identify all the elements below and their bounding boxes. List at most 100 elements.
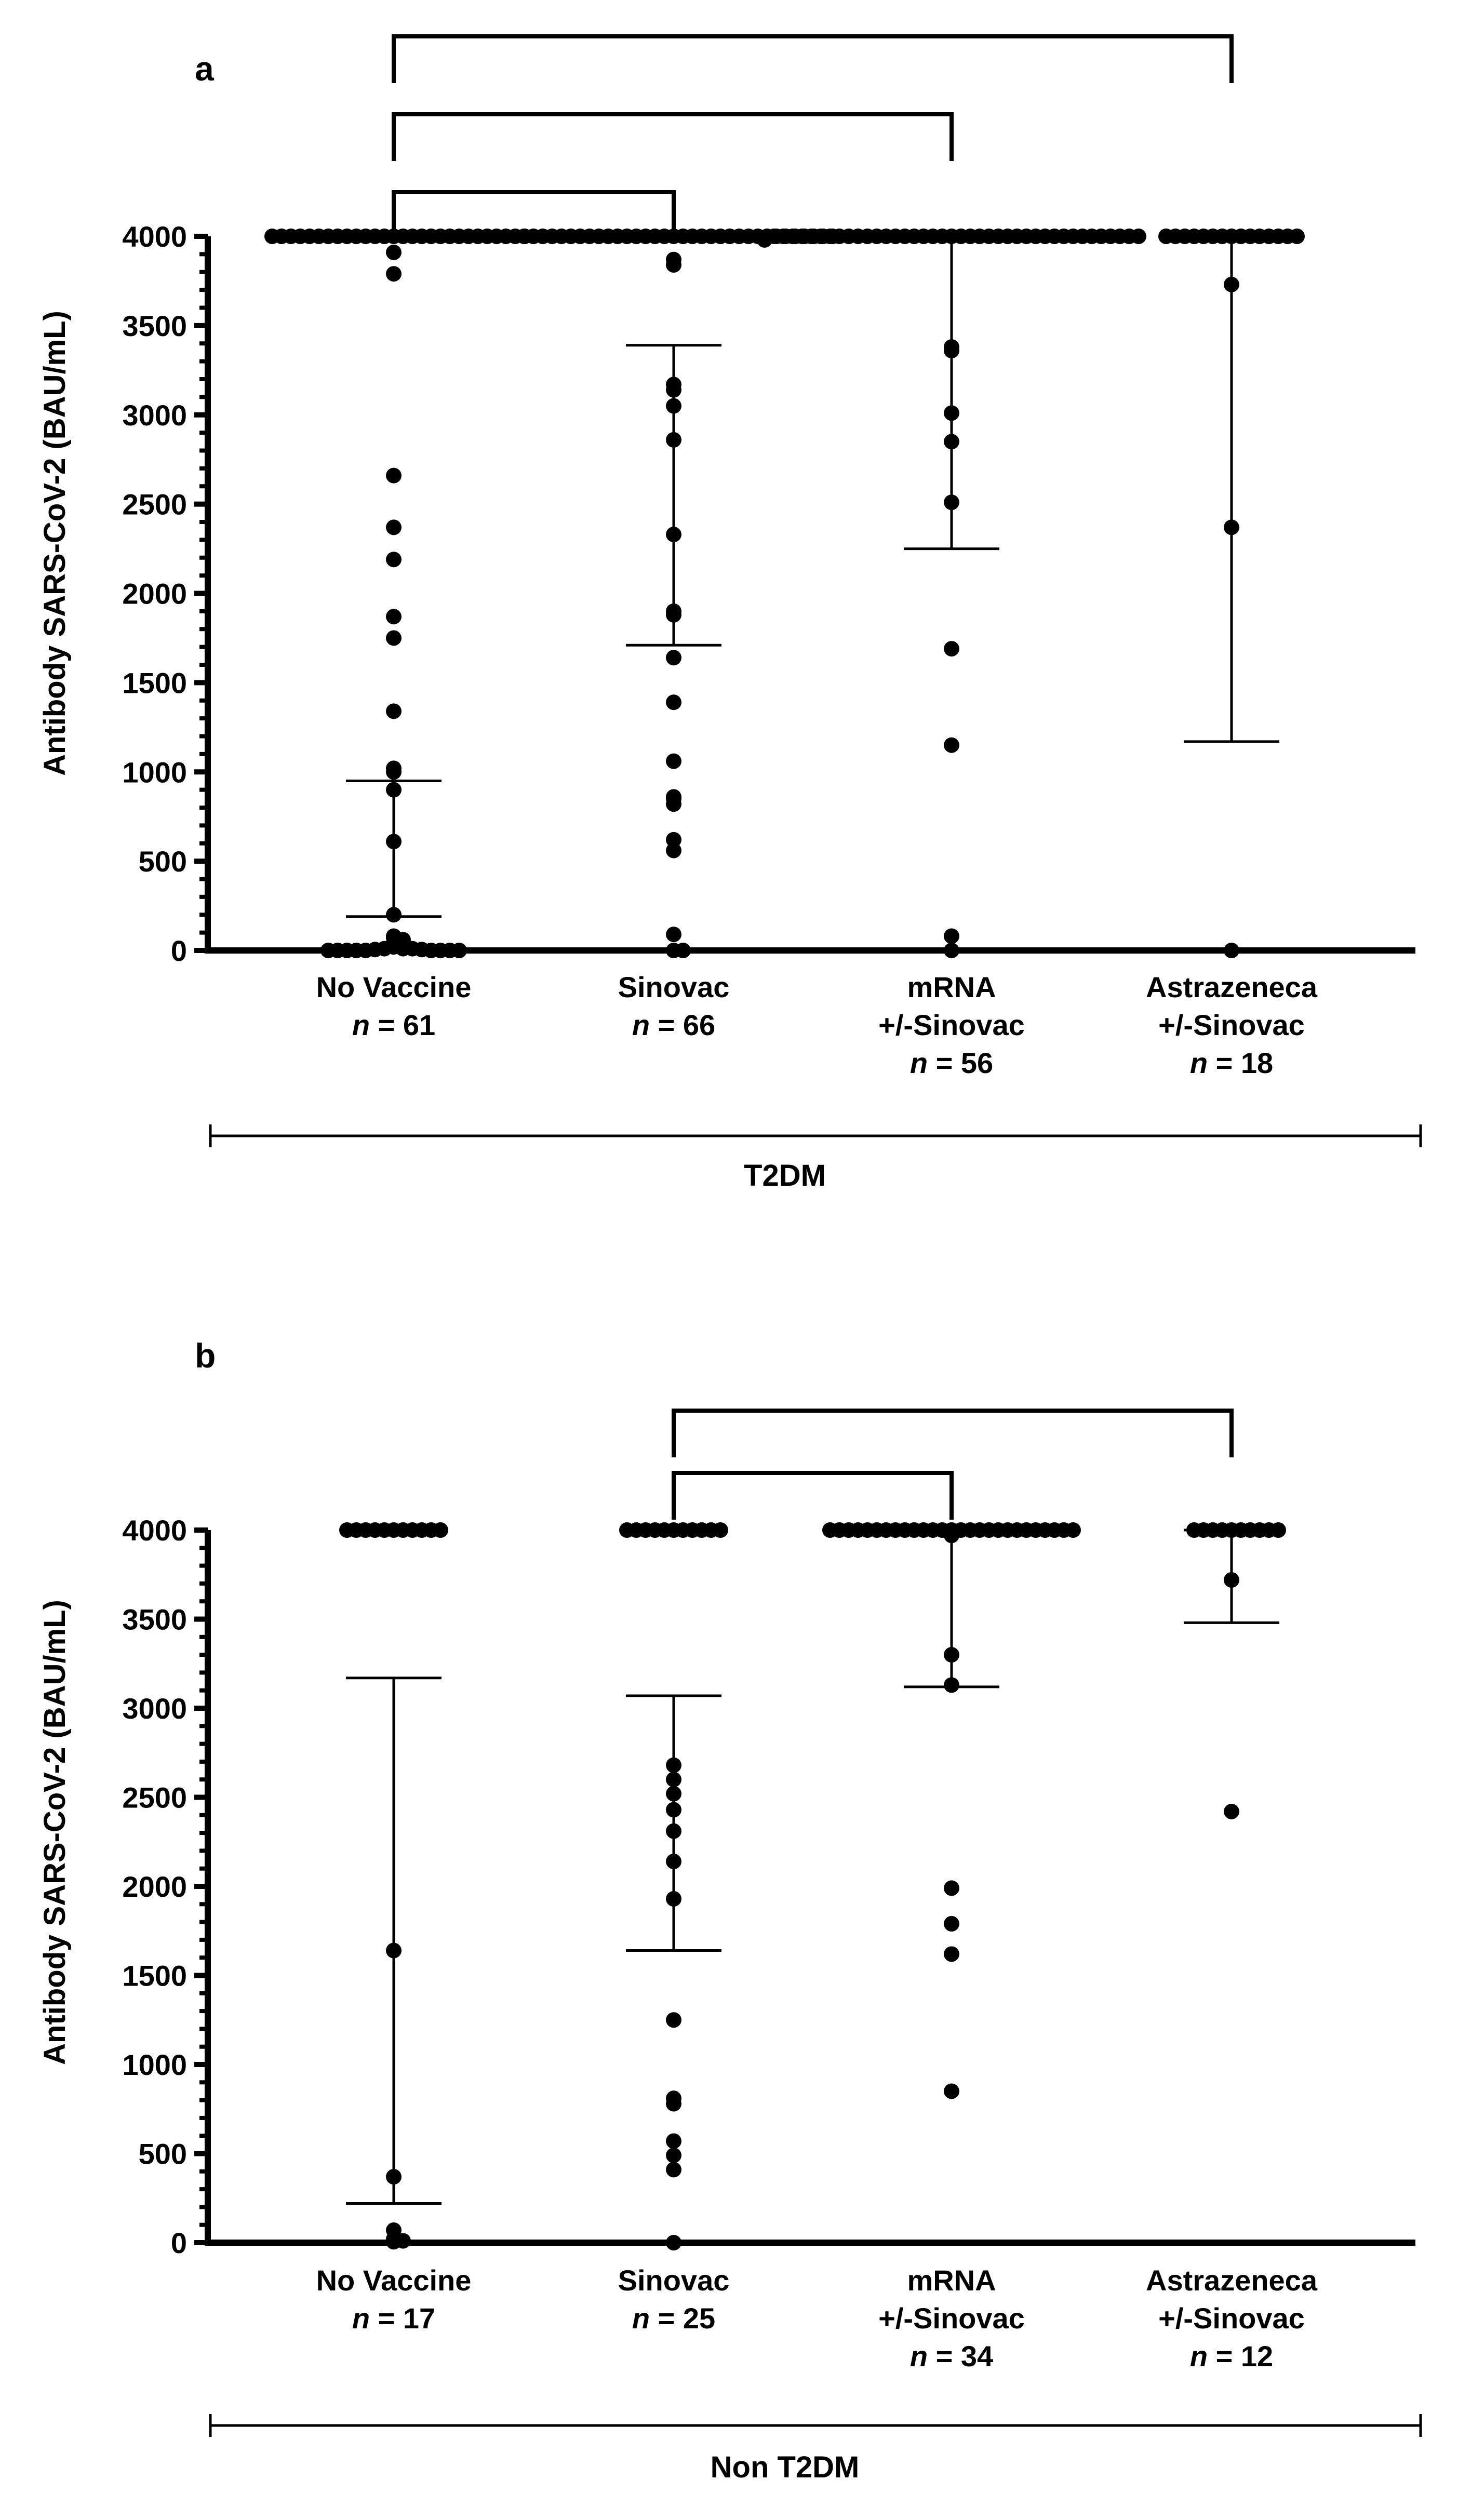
- data-point: [944, 1677, 959, 1693]
- data-point: [666, 832, 681, 848]
- category-label: Sinovac: [618, 971, 730, 1003]
- data-point: [944, 1946, 959, 1962]
- n-value: = 25: [650, 2302, 715, 2335]
- n-symbol: n: [910, 1047, 928, 1079]
- data-point: [944, 737, 959, 753]
- group-label: T2DM: [744, 1159, 826, 1192]
- y-tick-label: 0: [171, 2227, 187, 2259]
- y-tick-label: 3500: [122, 1603, 187, 1636]
- data-point: [666, 2162, 681, 2178]
- n-symbol: n: [352, 2302, 370, 2335]
- n-value: = 34: [928, 2340, 993, 2372]
- data-point: [264, 229, 280, 244]
- data-point: [822, 1522, 838, 1538]
- data-point: [666, 842, 681, 859]
- category-n-label: n = 18: [1190, 1047, 1273, 1079]
- y-tick-label: 0: [171, 934, 187, 967]
- data-point: [666, 1891, 681, 1907]
- category-label: Astrazeneca: [1146, 971, 1318, 1003]
- data-point: [944, 434, 959, 450]
- y-tick-label: 2500: [122, 488, 187, 521]
- data-point: [666, 382, 681, 398]
- data-point: [666, 796, 681, 812]
- data-point: [666, 2235, 681, 2250]
- y-tick-label: 3000: [122, 399, 187, 432]
- data-point: [1131, 229, 1146, 244]
- data-point: [944, 1527, 959, 1544]
- data-point: [1065, 1522, 1081, 1538]
- category-n-label: n = 66: [632, 1009, 715, 1041]
- data-point: [666, 527, 681, 543]
- data-point: [1186, 1522, 1202, 1538]
- data-point: [666, 753, 681, 769]
- category-label: Sinovac: [618, 2264, 730, 2297]
- data-point: [666, 2096, 681, 2112]
- significance-bracket: [392, 34, 1234, 83]
- data-point: [386, 2234, 402, 2250]
- data-point: [386, 244, 402, 260]
- data-point: [386, 834, 402, 850]
- data-point: [619, 1522, 635, 1538]
- category-n-label: n = 34: [910, 2340, 993, 2372]
- data-point: [757, 232, 772, 248]
- panel-a: a Antibody SARS-CoV-2 (BAU/mL) 0 500 1000 1…: [38, 34, 1422, 1192]
- data-point: [386, 1942, 402, 1959]
- n-symbol: n: [632, 2302, 650, 2335]
- data-point: [666, 1853, 681, 1869]
- y-tick-label: 2000: [122, 578, 187, 610]
- category-label: mRNA: [907, 971, 996, 1003]
- panel-b: b Antibody SARS-CoV-2 (BAU/mL) 0 500 1000 1…: [38, 1336, 1422, 2484]
- data-point: [666, 432, 681, 448]
- category-n-label: n = 61: [352, 1009, 435, 1041]
- data-point: [1224, 276, 1239, 292]
- data-point: [386, 2169, 402, 2185]
- data-point: [1224, 1803, 1239, 1819]
- data-point: [666, 694, 681, 711]
- n-value: = 12: [1208, 2340, 1273, 2372]
- data-point: [666, 1757, 681, 1773]
- significance-bracket: [672, 1409, 1234, 1457]
- data-point: [944, 494, 959, 511]
- y-tick-label: 500: [139, 845, 187, 878]
- data-point: [666, 607, 681, 623]
- data-point: [944, 943, 959, 958]
- data-point: [944, 1880, 959, 1896]
- data-point: [944, 405, 959, 421]
- significance-bracket: [392, 112, 954, 161]
- significance-bracket: [392, 190, 676, 239]
- n-symbol: n: [1190, 1047, 1208, 1079]
- n-symbol: n: [352, 1009, 370, 1041]
- data-point: [713, 1522, 728, 1538]
- category-label: +/-Sinovac: [878, 2302, 1025, 2335]
- group-label: Non T2DM: [711, 2450, 860, 2484]
- category-label: +/-Sinovac: [1158, 1009, 1305, 1041]
- n-symbol: n: [1190, 2340, 1208, 2372]
- y-axis-title: Antibody SARS-CoV-2 (BAU/mL): [38, 311, 72, 776]
- category-label: +/-Sinovac: [878, 1009, 1025, 1041]
- data-point: [666, 2147, 681, 2163]
- data-point: [386, 630, 402, 646]
- category-label: mRNA: [907, 2264, 996, 2297]
- panel-label: b: [195, 1336, 216, 1375]
- category-label: Astrazeneca: [1146, 2264, 1318, 2297]
- significance-bracket: [672, 1471, 954, 1520]
- n-value: = 17: [370, 2302, 435, 2335]
- n-value: = 56: [928, 1047, 993, 1079]
- data-point: [944, 928, 959, 944]
- y-axis-title: Antibody SARS-CoV-2 (BAU/mL): [38, 1600, 72, 2065]
- data-point: [320, 943, 336, 958]
- y-tick-label: 2500: [122, 1781, 187, 1814]
- data-point: [339, 1522, 355, 1538]
- data-point: [1289, 229, 1305, 244]
- y-tick-label: 1000: [122, 2048, 187, 2081]
- n-symbol: n: [910, 2340, 928, 2372]
- data-point: [516, 229, 532, 244]
- data-point: [666, 1802, 681, 1818]
- panel-label: a: [195, 49, 215, 88]
- data-point: [666, 1772, 681, 1788]
- data-point: [944, 1647, 959, 1663]
- y-tick-label: 3000: [122, 1692, 187, 1725]
- data-point: [1224, 1572, 1239, 1588]
- data-point: [944, 2083, 959, 2099]
